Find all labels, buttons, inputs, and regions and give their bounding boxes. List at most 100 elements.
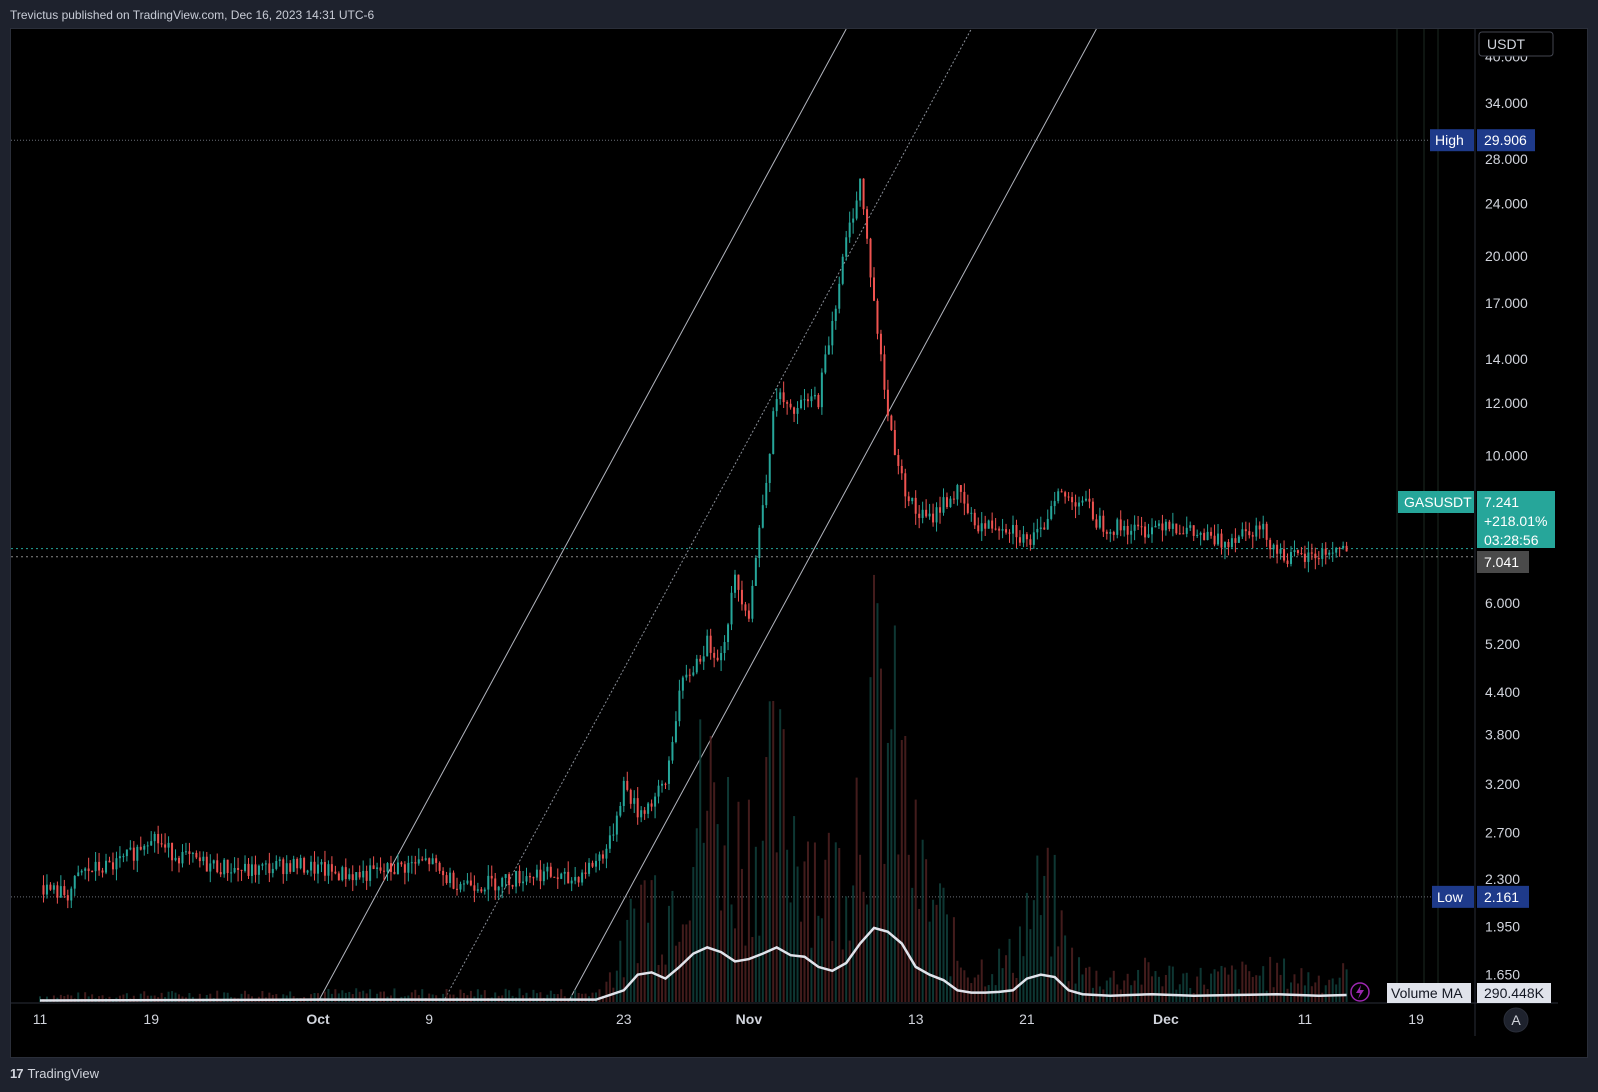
volume-bar [911,887,914,1002]
volume-bar [904,735,907,1002]
volume-bar [918,908,921,1002]
candle-body [789,403,792,408]
volume-bar [91,994,94,1002]
volume-bar [695,828,698,1002]
volume-bar [518,988,521,1002]
auto-scale-button[interactable] [1503,1007,1529,1033]
volume-bar [1109,977,1112,1002]
volume-bar [469,990,472,1002]
volume-bar [1324,985,1327,1002]
candle-body [1210,531,1213,536]
candle-body [907,496,910,502]
volume-bar [1210,973,1213,1002]
candle-body [532,877,535,879]
volume-bar [598,989,601,1002]
candle-body [344,867,347,880]
candle-body [702,656,705,662]
candle-body [1276,544,1279,554]
volume-bar [866,904,869,1002]
candle-body [63,886,66,896]
volume-bar [789,902,792,1002]
candle-body [727,624,730,643]
candle-body [268,863,271,874]
candle-body [1321,548,1324,559]
volume-bar [150,995,153,1002]
currency-button[interactable] [1478,31,1554,57]
volume-bar [310,994,313,1002]
volume-bar [1178,984,1181,1002]
volume-ma-value-tag [1477,983,1551,1003]
volume-bar [1046,847,1049,1002]
volume-bar [893,625,896,1002]
candle-body [1241,529,1244,537]
candle-body [1161,523,1164,531]
candle-body [522,881,525,884]
volume-bar [449,994,452,1002]
volume-bar [591,992,594,1002]
volume-bar [282,994,285,1002]
candle-body [1345,545,1348,552]
channel-line[interactable] [442,29,972,1002]
volume-bar [640,884,643,1002]
volume-bar [1157,976,1160,1002]
volume-bar [494,992,497,1002]
candle-body [1293,550,1296,553]
last-price-tag [1477,491,1555,548]
volume-bar [737,801,740,1002]
volume-bar [925,859,928,1002]
candle-body [612,834,615,836]
candle-body [449,872,452,884]
volume-bar [355,988,358,1002]
volume-bar [1283,958,1286,1002]
volume-bar [271,994,274,1002]
candle-body [1029,539,1032,545]
candle-body [817,394,820,408]
volume-bar [1081,974,1084,1002]
volume-bar [1342,963,1345,1002]
candle-body [209,863,212,872]
candle-body [803,399,806,401]
volume-bar [991,974,994,1002]
candle-body [1307,552,1310,562]
volume-bar [966,977,969,1002]
candle-body [337,873,340,881]
volume-bar [1300,968,1303,1002]
price-tick-label: 5.200 [1485,636,1520,652]
candle-body [400,862,403,865]
volume-bar [1029,929,1032,1002]
volume-bar [84,992,87,1002]
candle-body [942,497,945,513]
volume-bar [1144,957,1147,1002]
candle-body [1185,527,1188,534]
candle-body [1175,523,1178,534]
price-tick-label: 2.700 [1485,825,1520,841]
candle-body [862,178,865,210]
volume-bar [1064,935,1067,1002]
chart-frame[interactable] [10,28,1588,1058]
volume-bar [39,996,41,1002]
candle-body [1237,536,1240,543]
candle-body [1342,545,1345,549]
volume-bar [1196,976,1199,1002]
volume-bar [688,920,691,1002]
candle-body [1227,541,1230,548]
volume-bar [1296,983,1299,1002]
volume-bar [247,994,250,1002]
tradingview-brand[interactable]: 17 TradingView [10,1066,99,1081]
channel-line[interactable] [317,29,847,1002]
lightning-icon[interactable] [1350,982,1370,1002]
candle-body [1331,552,1334,554]
candle-body [813,394,816,397]
volume-bar [442,993,445,1002]
candle-body [1164,521,1167,531]
channel-line[interactable] [567,29,1097,1002]
candle-body [1022,534,1025,543]
candle-body [855,200,858,219]
volume-bar [1168,965,1171,1002]
volume-bar [289,991,292,1002]
candle-body [1140,526,1143,528]
candle-body [1171,523,1174,529]
volume-bar [643,880,646,1002]
candle-body [1328,552,1331,555]
